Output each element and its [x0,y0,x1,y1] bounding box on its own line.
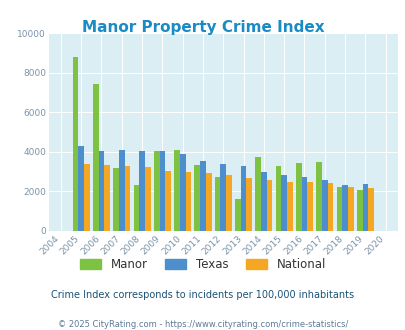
Bar [93,84,98,231]
Text: Crime Index corresponds to incidents per 100,000 inhabitants: Crime Index corresponds to incidents per… [51,290,354,300]
Bar [133,185,139,231]
Bar [185,172,191,231]
Bar [286,182,292,231]
Bar [315,162,321,231]
Bar [255,157,260,231]
Bar [341,185,347,231]
Bar [356,190,362,231]
Bar [214,177,220,231]
Bar [200,161,205,231]
Bar [78,146,84,231]
Bar [139,151,145,231]
Bar [275,166,281,231]
Bar [281,175,286,231]
Bar [104,165,110,231]
Bar [119,150,124,231]
Bar [145,167,150,231]
Bar [327,183,333,231]
Bar [153,151,159,231]
Bar [84,164,90,231]
Bar [362,184,367,231]
Bar [72,57,78,231]
Bar [113,168,119,231]
Bar [240,166,246,231]
Bar [98,151,104,231]
Text: Manor Property Crime Index: Manor Property Crime Index [81,20,324,35]
Bar [260,172,266,231]
Bar [220,164,226,231]
Bar [307,182,312,231]
Bar [246,178,252,231]
Bar [234,199,240,231]
Bar [295,163,301,231]
Bar [205,173,211,231]
Bar [174,150,179,231]
Bar [321,180,327,231]
Bar [165,171,171,231]
Bar [124,166,130,231]
Bar [301,177,307,231]
Legend: Manor, Texas, National: Manor, Texas, National [75,253,330,276]
Bar [347,187,353,231]
Bar [194,165,200,231]
Bar [159,151,165,231]
Bar [336,187,341,231]
Bar [226,175,231,231]
Bar [266,180,272,231]
Bar [179,154,185,231]
Bar [367,188,373,231]
Text: © 2025 CityRating.com - https://www.cityrating.com/crime-statistics/: © 2025 CityRating.com - https://www.city… [58,320,347,329]
